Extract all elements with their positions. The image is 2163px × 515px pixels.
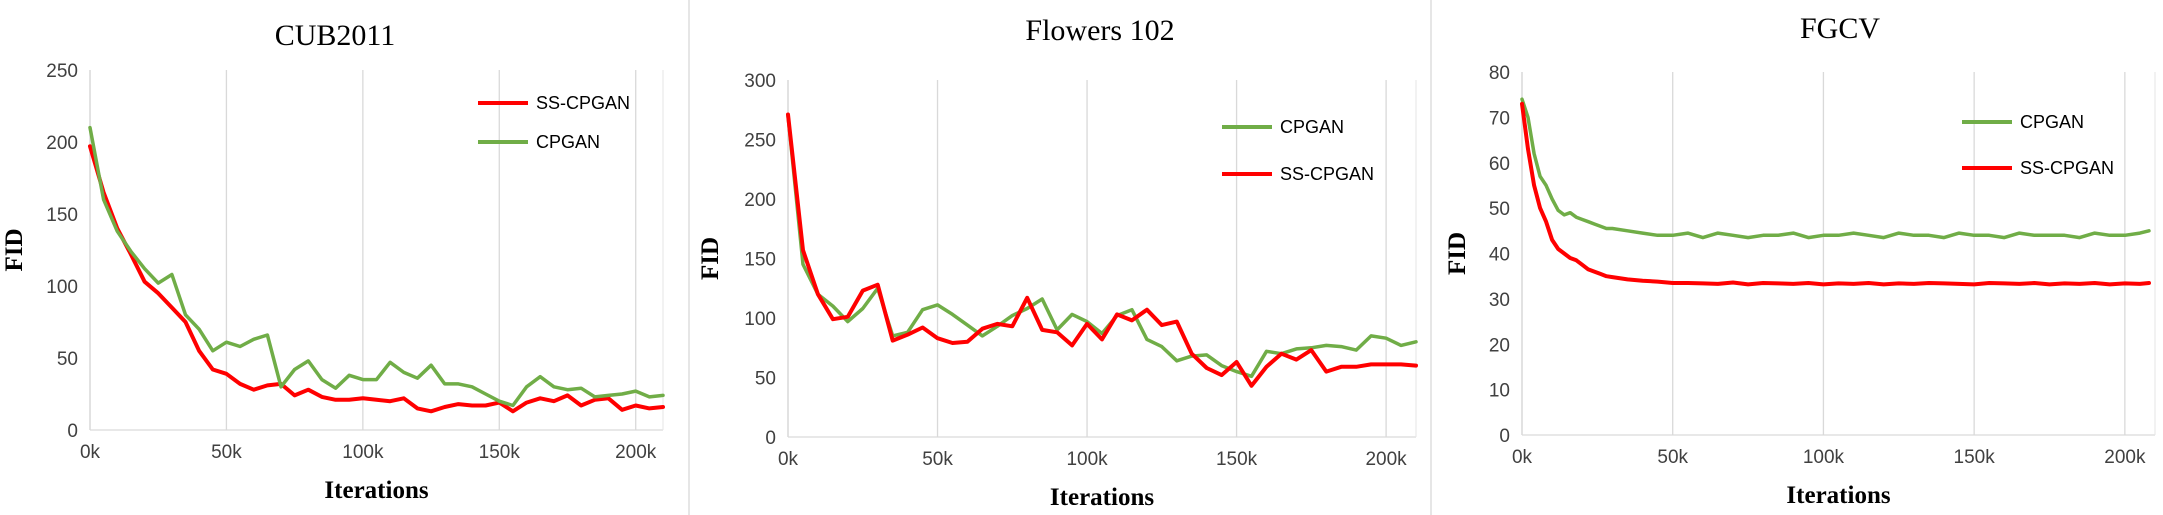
chart-3-y-tick-2: 20 — [1489, 335, 1510, 356]
chart-2-y-tick-0: 0 — [765, 428, 776, 449]
chart-3-series-1-line — [1520, 101, 2151, 287]
panel-divider-2 — [1430, 0, 1432, 515]
chart-1-title: CUB2011 — [275, 19, 396, 52]
chart-3-legend-label-0: CPGAN — [2020, 112, 2084, 132]
chart-2-x-axis-title: Iterations — [1050, 484, 1154, 511]
chart-2-title: Flowers 102 — [1025, 14, 1174, 47]
chart-1-x-tick-2: 100k — [342, 442, 384, 463]
chart-3-series-0-line — [1520, 97, 2151, 240]
chart-1-legend-label-0: SS-CPGAN — [536, 93, 630, 113]
chart-1-y-tick-4: 200 — [46, 133, 78, 154]
chart-2-legend-label-1: SS-CPGAN — [1280, 164, 1374, 184]
chart-3-x-tick-3: 150k — [1954, 447, 1996, 468]
chart-2-y-tick-2: 100 — [744, 309, 776, 330]
chart-3-x-tick-2: 100k — [1803, 447, 1845, 468]
chart-3-title: FGCV — [1800, 12, 1880, 45]
chart-2-x-tick-4: 200k — [1365, 449, 1407, 470]
chart-2-y-tick-6: 300 — [744, 71, 776, 92]
chart-1-legend-label-1: CPGAN — [536, 132, 600, 152]
chart-1-y-tick-5: 250 — [46, 61, 78, 82]
chart-3-y-tick-3: 30 — [1489, 290, 1510, 311]
chart-3-x-axis-title: Iterations — [1786, 482, 1890, 509]
chart-2-y-tick-4: 200 — [744, 190, 776, 211]
chart-1-x-tick-0: 0k — [80, 442, 101, 463]
chart-2-x-tick-3: 150k — [1216, 449, 1258, 470]
chart-3-x-tick-1: 50k — [1657, 447, 1688, 468]
chart-1-y-tick-3: 150 — [46, 205, 78, 226]
chart-1-x-tick-1: 50k — [211, 442, 242, 463]
chart-3-x-tick-0: 0k — [1512, 447, 1533, 468]
chart-1-series-1-line — [88, 125, 665, 408]
chart-2-y-tick-3: 150 — [744, 250, 776, 271]
chart-3-y-tick-6: 60 — [1489, 154, 1510, 175]
chart-3-y-tick-5: 50 — [1489, 199, 1510, 220]
chart-1-x-axis-title: Iterations — [324, 477, 428, 504]
chart-3-y-tick-7: 70 — [1489, 108, 1510, 129]
chart-1-y-tick-2: 100 — [46, 277, 78, 298]
chart-1-x-tick-4: 200k — [615, 442, 657, 463]
chart-3-y-axis-title: FID — [1444, 232, 1471, 275]
chart-3-y-tick-4: 40 — [1489, 245, 1510, 266]
chart-3-y-tick-1: 10 — [1489, 381, 1510, 402]
chart-3-x-tick-4: 200k — [2104, 447, 2146, 468]
chart-1-y-tick-1: 50 — [57, 349, 78, 370]
chart-3-y-tick-8: 80 — [1489, 63, 1510, 84]
chart-2-x-tick-1: 50k — [922, 449, 953, 470]
chart-3-y-tick-0: 0 — [1499, 426, 1510, 447]
chart-3-legend-label-1: SS-CPGAN — [2020, 158, 2114, 178]
chart-1-y-axis-title: FID — [1, 228, 28, 271]
panel-divider-1 — [688, 0, 690, 515]
chart-2-y-tick-5: 250 — [744, 131, 776, 152]
chart-2-x-tick-2: 100k — [1066, 449, 1108, 470]
chart-1-series-0-line — [88, 144, 665, 414]
chart-2-series-1-line — [786, 112, 1418, 388]
chart-1-y-tick-0: 0 — [67, 421, 78, 442]
chart-2-x-tick-0: 0k — [778, 449, 799, 470]
chart-2-y-axis-title: FID — [697, 237, 724, 280]
chart-1-x-tick-3: 150k — [479, 442, 521, 463]
chart-2-legend-label-0: CPGAN — [1280, 117, 1344, 137]
chart-2-y-tick-1: 50 — [755, 369, 776, 390]
